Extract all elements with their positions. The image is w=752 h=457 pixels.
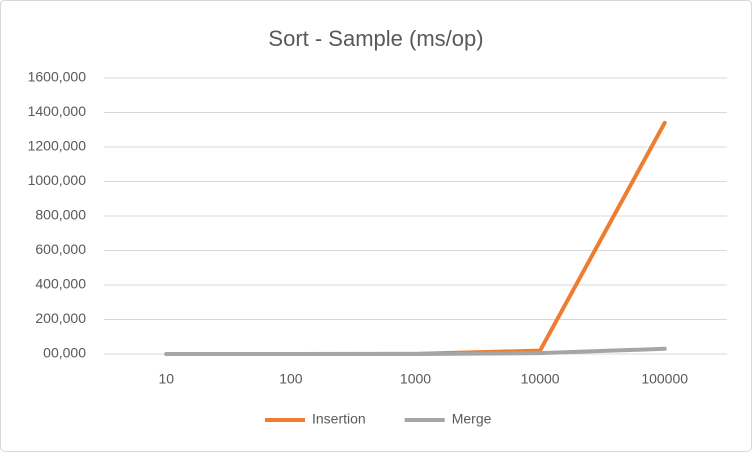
x-tick-label: 1000 — [400, 371, 431, 387]
x-tick-label: 10000 — [521, 371, 560, 387]
x-tick-label: 100 — [279, 371, 303, 387]
legend-label: Merge — [452, 411, 492, 427]
series-line — [164, 346, 667, 356]
y-tick-label: 1000,000 — [28, 172, 87, 188]
y-tick-label: 1600,000 — [28, 69, 87, 85]
y-tick-label: 1200,000 — [28, 138, 87, 154]
y-tick-label: 800,000 — [35, 207, 86, 223]
y-tick-label: 1400,000 — [28, 103, 87, 119]
x-tick-label: 10 — [159, 371, 175, 387]
chart-title: Sort - Sample (ms/op) — [268, 26, 483, 51]
y-tick-label: 200,000 — [35, 310, 86, 326]
y-tick-label: 600,000 — [35, 241, 86, 257]
y-tick-label: 00,000 — [43, 345, 86, 361]
legend-label: Insertion — [312, 411, 366, 427]
y-tick-label: 400,000 — [35, 276, 86, 292]
x-tick-label: 100000 — [641, 371, 688, 387]
